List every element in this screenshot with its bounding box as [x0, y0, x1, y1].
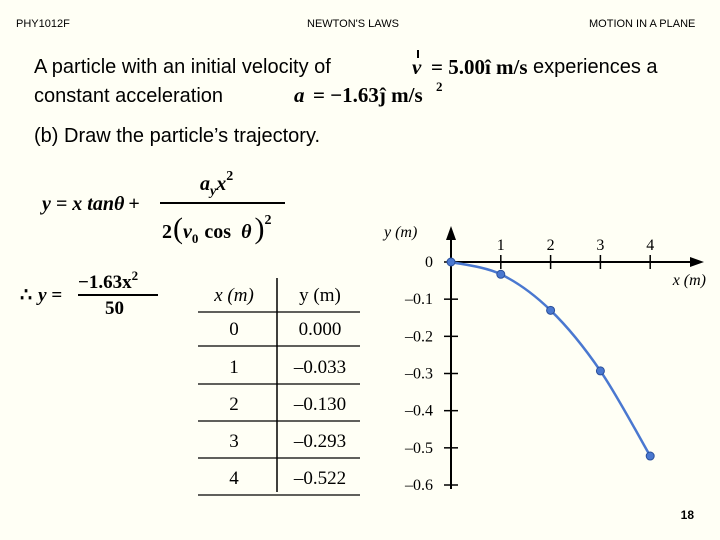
eq-part: 2	[264, 213, 271, 228]
table-cell: –0.522	[293, 468, 346, 489]
y-tick-label: 0	[425, 254, 433, 271]
eq-part: 2	[162, 221, 172, 243]
page-number: 18	[681, 508, 695, 522]
intro-line1: A particle with an initial velocity of	[34, 56, 331, 78]
table-cell: 0	[229, 319, 239, 340]
table-cell: 1	[229, 357, 239, 378]
x-tick-label: 4	[646, 237, 654, 254]
x-tick-label: 3	[596, 237, 604, 254]
eq-part: ∴	[20, 285, 32, 306]
eq-part: y = x tan	[40, 193, 114, 215]
eq-part: v	[183, 221, 193, 243]
velocity-expr: = 5.00î m/s	[431, 55, 528, 79]
table-cell: 0.000	[299, 319, 342, 340]
section: NEWTON'S LAWS	[307, 18, 399, 30]
x-axis-arrow	[690, 257, 704, 267]
eq-part: −1.63x	[78, 272, 132, 293]
y-tick-label: –0.3	[404, 366, 433, 383]
acceleration-expr: = −1.63ĵ m/s	[313, 83, 423, 107]
y-tick-label: –0.2	[404, 328, 433, 345]
trajectory-equation: y = x tanθ + ayx2 2(v0 cos θ)2	[40, 169, 285, 246]
acceleration: a = −1.63ĵ m/s 2	[294, 79, 443, 107]
eq-text: 50	[105, 298, 124, 319]
eq-text: y = x tanθ +	[40, 193, 140, 215]
y-axis-arrow	[446, 226, 456, 240]
eq-part: a	[200, 173, 210, 195]
table-header: x (m)	[213, 285, 254, 306]
data-point	[496, 269, 506, 279]
eq-part: 0	[192, 231, 199, 246]
table-cell: 3	[229, 431, 239, 452]
data-point	[645, 451, 655, 461]
eq-text: 2(v0 cos θ)2	[162, 212, 271, 246]
eq-part: cos	[204, 221, 231, 243]
y-tick-label: –0.4	[404, 403, 433, 420]
table-cell: –0.033	[293, 357, 346, 378]
eq-part: +	[128, 193, 139, 215]
eq-text: ∴ y =	[20, 285, 62, 306]
table-cell: 4	[229, 468, 239, 489]
eq-part: 2	[226, 169, 233, 184]
eq-part: y =	[36, 285, 62, 306]
velocity-symbol: v	[412, 55, 422, 79]
eq-part: y	[208, 184, 217, 199]
eq-part: x	[215, 173, 226, 195]
data-point	[446, 257, 456, 267]
result-equation: ∴ y = −1.63x2 50	[20, 268, 158, 319]
course: PHY1012F	[16, 18, 70, 30]
y-tick-label: –0.5	[404, 440, 433, 457]
topic: MOTION IN A PLANE	[589, 18, 695, 30]
acceleration-symbol: a	[294, 83, 305, 107]
data-point	[546, 305, 556, 315]
table: x (m) y (m) 0 0.000 1 –0.033 2 –0.130 3 –0.293 4 –0…	[198, 278, 360, 496]
table-cell: –0.130	[293, 394, 346, 415]
eq-text: ayx2	[200, 169, 233, 199]
table-cell: –0.293	[293, 431, 346, 452]
y-tick-label: –0.1	[404, 291, 433, 308]
eq-part: θ	[114, 193, 125, 215]
velocity: v = 5.00î m/s	[412, 50, 528, 79]
part-b: (b) Draw the particle’s trajectory.	[34, 125, 320, 147]
data-point	[595, 366, 605, 376]
intro-line2: constant acceleration	[34, 85, 223, 107]
table-header: y (m)	[299, 285, 341, 306]
y-tick-label: –0.6	[404, 477, 433, 494]
eq-text: −1.63x2	[78, 268, 138, 293]
y-axis-label: y (m)	[382, 224, 417, 241]
eq-part: θ	[241, 221, 252, 243]
intro-line1b: experiences a	[533, 56, 658, 78]
x-axis-label: x (m)	[672, 272, 706, 289]
acceleration-exp: 2	[436, 79, 443, 94]
table-cell: 2	[229, 394, 239, 415]
eq-part: 2	[132, 268, 139, 283]
x-tick-label: 2	[547, 237, 555, 254]
x-tick-label: 1	[497, 237, 505, 254]
